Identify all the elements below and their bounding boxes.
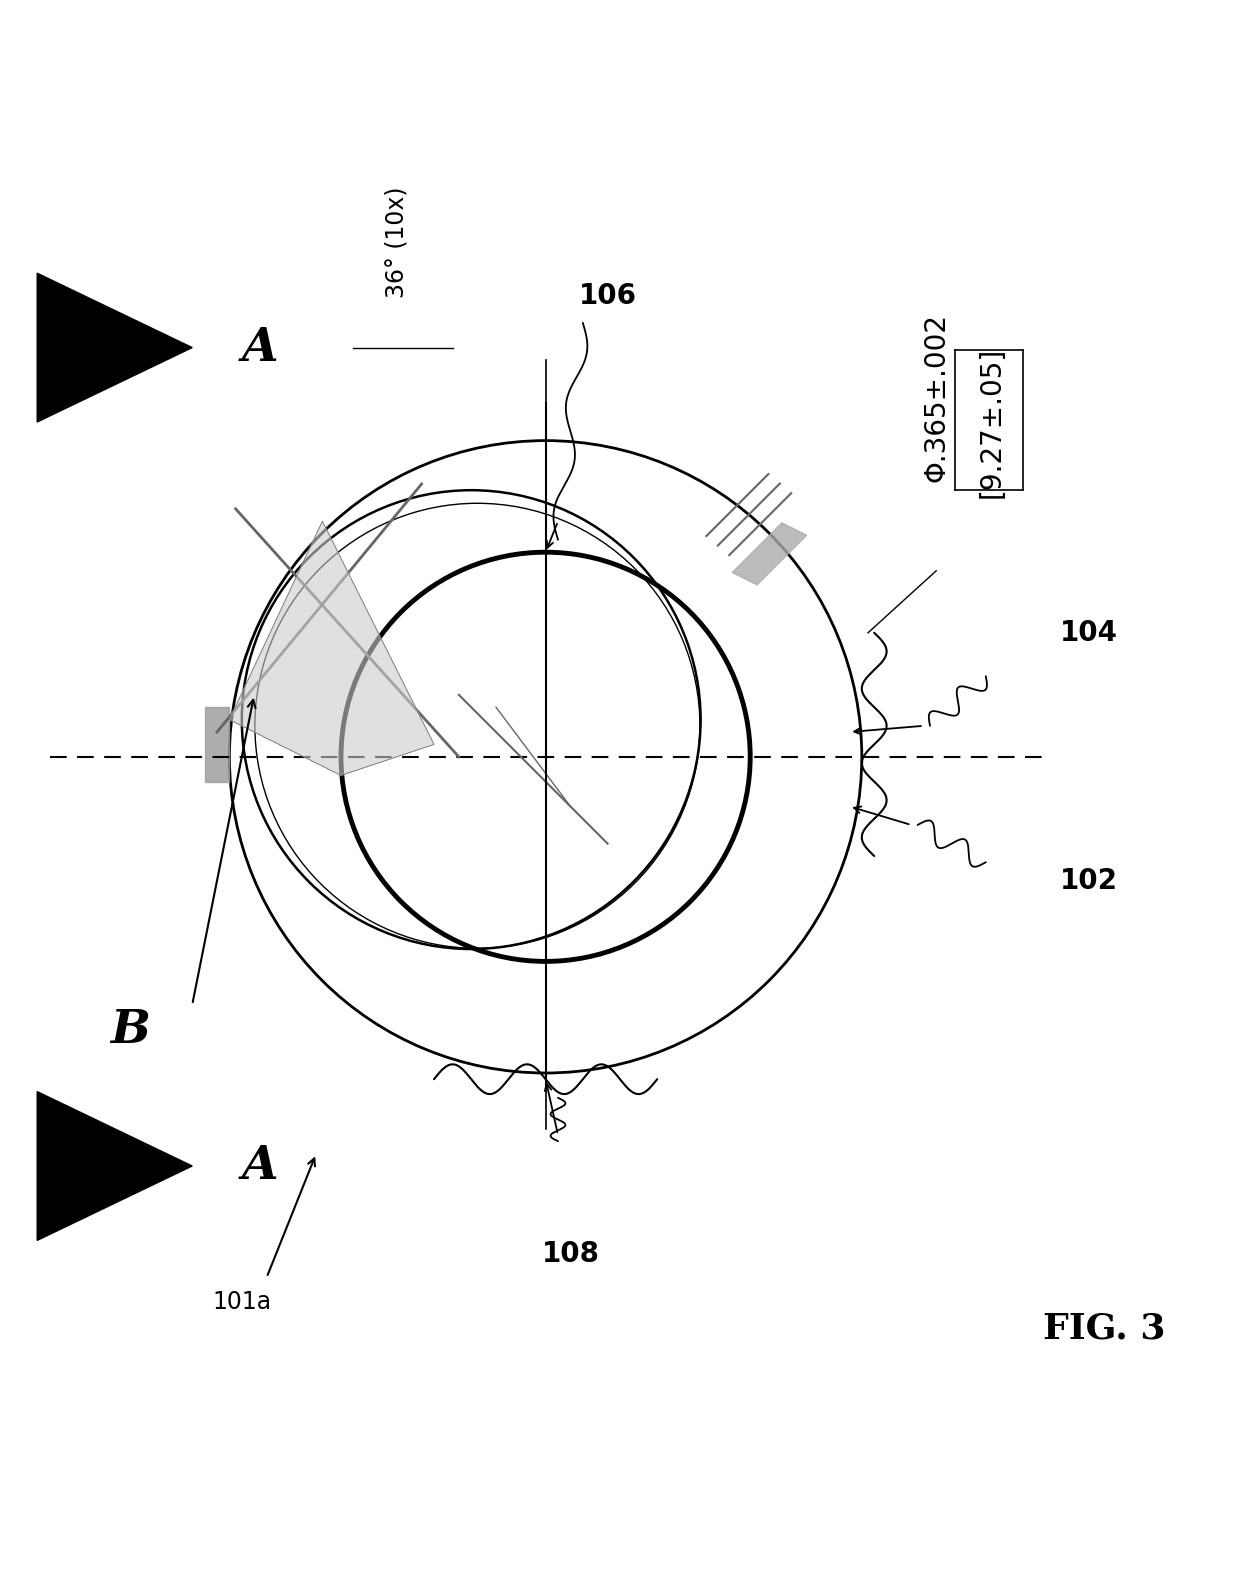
Text: Φ.365±.002: Φ.365±.002 <box>923 313 950 481</box>
Polygon shape <box>37 1091 192 1240</box>
Polygon shape <box>733 522 807 584</box>
Text: 108: 108 <box>542 1240 599 1269</box>
Polygon shape <box>205 707 229 781</box>
Text: 104: 104 <box>1060 619 1118 646</box>
Text: FIG. 3: FIG. 3 <box>1043 1312 1166 1345</box>
Text: 102: 102 <box>1060 867 1118 894</box>
Polygon shape <box>37 273 192 422</box>
Text: [9.27±.05]: [9.27±.05] <box>978 346 1006 497</box>
Text: A: A <box>242 324 279 370</box>
Text: 101a: 101a <box>212 1289 272 1313</box>
Text: B: B <box>110 1007 150 1053</box>
Polygon shape <box>229 521 434 775</box>
Text: 106: 106 <box>579 283 636 310</box>
Text: A: A <box>242 1143 279 1189</box>
Text: 36° (10x): 36° (10x) <box>384 186 409 299</box>
